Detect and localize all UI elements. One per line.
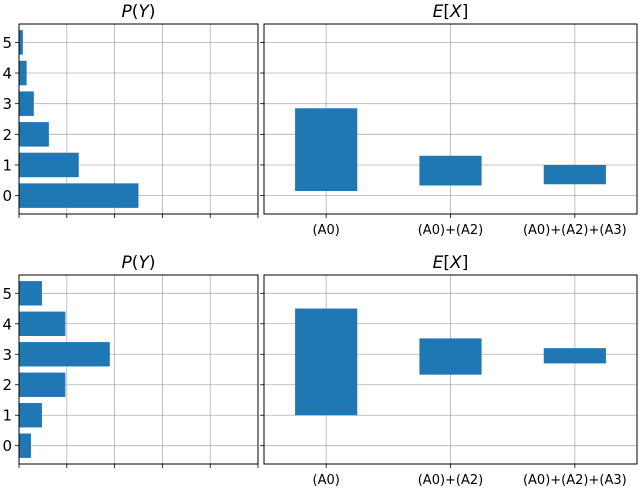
y-tick-label-5: 5 [2, 285, 12, 303]
bar-2 [19, 122, 49, 147]
y-tick-label-0: 0 [2, 187, 12, 205]
bar-4 [19, 60, 27, 86]
y-tick-label-3: 3 [2, 346, 12, 364]
bar-5 [19, 30, 23, 55]
y-tick-label-4: 4 [2, 315, 12, 333]
y-tick-label-4: 4 [2, 65, 12, 83]
x-tick-label: (A0) [313, 473, 340, 488]
axes-frame [18, 274, 259, 465]
bar-1 [19, 403, 42, 428]
axes-frame [18, 23, 259, 215]
x-tick-label: (A0)+(A2)+(A3) [523, 473, 627, 488]
panel-title: P(Y) [122, 253, 156, 273]
panel-title: E[X] [433, 253, 469, 273]
y-tick-label-0: 0 [2, 437, 12, 455]
range-bar-2 [543, 348, 606, 364]
panel-title: P(Y) [122, 2, 156, 22]
range-bar-1 [419, 338, 482, 375]
bar-3 [19, 342, 110, 367]
y-tick-label-2: 2 [2, 376, 12, 394]
y-tick-label-2: 2 [2, 126, 12, 144]
bar-3 [19, 91, 34, 116]
range-bar-2 [543, 164, 606, 185]
range-bar-1 [419, 155, 482, 186]
bar-0 [19, 433, 31, 458]
range-bar-0 [295, 108, 358, 192]
x-tick-label: (A0)+(A2) [418, 473, 484, 488]
axes-frame [263, 23, 638, 215]
panel-title: E[X] [433, 2, 469, 22]
bar-1 [19, 152, 79, 178]
y-tick-label-1: 1 [2, 156, 12, 174]
bar-5 [19, 281, 42, 306]
axes-frame [263, 274, 638, 465]
bar-4 [19, 311, 66, 336]
range-bar-0 [295, 308, 358, 416]
x-tick-label: (A0)+(A2)+(A3) [523, 223, 627, 238]
x-tick-label: (A0)+(A2) [418, 223, 484, 238]
x-tick-label: (A0) [313, 223, 340, 238]
y-tick-label-5: 5 [2, 34, 12, 52]
bar-0 [19, 183, 139, 208]
bar-2 [19, 372, 66, 397]
y-tick-label-1: 1 [2, 407, 12, 425]
y-tick-label-3: 3 [2, 95, 12, 113]
